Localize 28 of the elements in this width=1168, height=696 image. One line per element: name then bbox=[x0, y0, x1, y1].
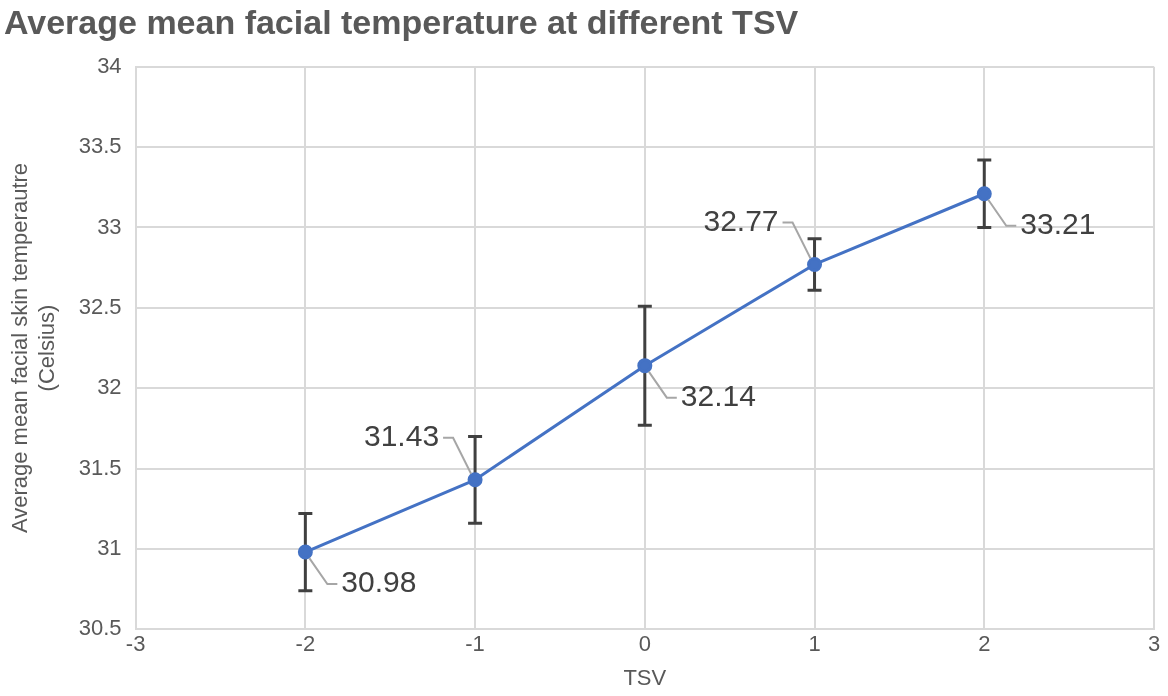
point bbox=[976, 186, 992, 202]
data-label: 33.21 bbox=[1020, 207, 1096, 241]
y-tick-label: 30.5 bbox=[78, 615, 122, 641]
x-tick-label: 0 bbox=[638, 631, 651, 657]
y-tick-label: 33.5 bbox=[78, 133, 122, 159]
y-tick-label: 33 bbox=[97, 213, 122, 239]
y-tick-label: 32 bbox=[97, 374, 122, 400]
y-tick-label: 31.5 bbox=[78, 454, 122, 480]
x-tick-label: -1 bbox=[465, 631, 485, 657]
x-tick-label: -3 bbox=[125, 631, 146, 657]
data-label: 30.98 bbox=[341, 565, 417, 599]
point bbox=[297, 544, 313, 560]
y-axis-title: Average mean facial skin temperautre (Celsius) bbox=[7, 162, 59, 534]
point bbox=[637, 358, 653, 374]
data-label: 32.14 bbox=[680, 378, 756, 412]
x-tick-label: 3 bbox=[1147, 631, 1161, 657]
y-tick-label: 32.5 bbox=[78, 293, 122, 319]
data-label: 32.77 bbox=[703, 203, 779, 237]
point bbox=[807, 256, 823, 272]
x-tick-label: -2 bbox=[295, 631, 316, 657]
data-label: 31.43 bbox=[364, 419, 440, 453]
y-tick-label: 34 bbox=[97, 52, 122, 78]
x-tick-label: 2 bbox=[978, 631, 991, 657]
point bbox=[467, 472, 483, 488]
x-tick-label: 1 bbox=[808, 631, 821, 657]
chart-title: Average mean facial temperature at different TSV bbox=[4, 2, 799, 41]
x-axis-title: TSV bbox=[623, 664, 667, 690]
y-tick-label: 31 bbox=[97, 534, 122, 560]
